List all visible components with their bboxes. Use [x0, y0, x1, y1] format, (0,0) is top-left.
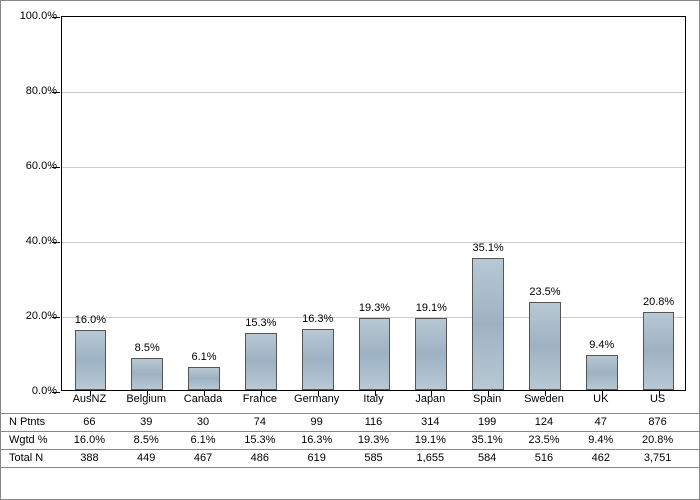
bar-value-label: 23.5%	[529, 286, 560, 298]
bars-group: 16.0% 8.5% 6.1% 15.3% 16.3% 19.3% 19.1% 35.1% 23…	[62, 17, 685, 390]
y-axis-label: 0.0%	[7, 385, 57, 397]
table-cell: 74	[254, 416, 266, 428]
table-row-header: N Ptnts	[9, 416, 45, 428]
y-axis-label: 40.0%	[7, 235, 57, 247]
table-cell: 486	[251, 452, 269, 464]
x-axis-label: Germany	[294, 393, 339, 405]
y-axis-label: 80.0%	[7, 85, 57, 97]
table-cell: 16.3%	[301, 434, 332, 446]
table-cell: 876	[648, 416, 666, 428]
x-axis-label: US	[650, 393, 665, 405]
bar-value-label: 16.0%	[75, 314, 106, 326]
bar-value-label: 9.4%	[589, 339, 614, 351]
table-cell: 15.3%	[244, 434, 275, 446]
table-cell: 6.1%	[190, 434, 215, 446]
table-cell: 619	[307, 452, 325, 464]
bar	[529, 302, 561, 390]
bar	[75, 330, 107, 390]
bar	[245, 333, 277, 390]
x-axis-label: France	[243, 393, 277, 405]
x-axis-label: Japan	[415, 393, 445, 405]
table-cell: 8.5%	[134, 434, 159, 446]
table-cell: 20.8%	[642, 434, 673, 446]
table-row-header: Total N	[9, 452, 43, 464]
y-axis-label: 60.0%	[7, 160, 57, 172]
table-cell: 124	[535, 416, 553, 428]
y-axis-label: 20.0%	[7, 310, 57, 322]
table-cell: 19.3%	[358, 434, 389, 446]
bar-value-label: 6.1%	[191, 351, 216, 363]
y-axis-label: 100.0%	[7, 10, 57, 22]
table-cell: 388	[80, 452, 98, 464]
table-cell: 30	[197, 416, 209, 428]
table-cell: 66	[83, 416, 95, 428]
table-cell: 314	[421, 416, 439, 428]
bar-value-label: 35.1%	[473, 242, 504, 254]
table-cell: 199	[478, 416, 496, 428]
table-row: Total N 388 449 467 486 619 585 1,655 584 516 462 3…	[1, 449, 700, 467]
x-axis-labels: AusNZ Belgium Canada France Germany Italy Japa…	[61, 393, 686, 409]
table-cell: 99	[311, 416, 323, 428]
x-axis-label: Canada	[184, 393, 223, 405]
x-axis-label: Italy	[363, 393, 383, 405]
bar-value-label: 19.1%	[416, 302, 447, 314]
bar-value-label: 16.3%	[302, 313, 333, 325]
bar-value-label: 8.5%	[135, 342, 160, 354]
table-cell: 1,655	[417, 452, 445, 464]
table-cell: 516	[535, 452, 553, 464]
table-cell: 9.4%	[588, 434, 613, 446]
table-cell: 19.1%	[415, 434, 446, 446]
bar-value-label: 19.3%	[359, 302, 390, 314]
bar	[472, 258, 504, 390]
table-row: Wgtd % 16.0% 8.5% 6.1% 15.3% 16.3% 19.3% 19.1% 3…	[1, 431, 700, 449]
table-cell: 116	[365, 416, 383, 428]
table-bottom-border	[1, 467, 700, 468]
bar	[415, 318, 447, 390]
table-cell: 47	[595, 416, 607, 428]
table-cell: 23.5%	[528, 434, 559, 446]
x-axis-label: Sweden	[524, 393, 564, 405]
x-axis-label: UK	[593, 393, 608, 405]
table-cell: 462	[592, 452, 610, 464]
table-cell: 39	[140, 416, 152, 428]
bar	[302, 329, 334, 390]
table-cell: 3,751	[644, 452, 672, 464]
x-axis-label: AusNZ	[73, 393, 107, 405]
chart-container: 16.0% 8.5% 6.1% 15.3% 16.3% 19.3% 19.1% 35.1% 23…	[0, 0, 700, 500]
table-row-header: Wgtd %	[9, 434, 48, 446]
table-cell: 449	[137, 452, 155, 464]
bar	[188, 367, 220, 390]
bar	[131, 358, 163, 390]
bar	[643, 312, 675, 390]
bar-value-label: 15.3%	[245, 317, 276, 329]
x-axis-label: Belgium	[126, 393, 166, 405]
table-cell: 585	[364, 452, 382, 464]
table-row: N Ptnts 66 39 30 74 99 116 314 199 124 47 876	[1, 413, 700, 431]
x-axis-label: Spain	[473, 393, 501, 405]
bar	[359, 318, 391, 390]
plot-area: 16.0% 8.5% 6.1% 15.3% 16.3% 19.3% 19.1% 35.1% 23…	[61, 16, 686, 391]
table-cell: 584	[478, 452, 496, 464]
table-cell: 16.0%	[74, 434, 105, 446]
bar-value-label: 20.8%	[643, 296, 674, 308]
table-cell: 35.1%	[472, 434, 503, 446]
table-cell: 467	[194, 452, 212, 464]
bar	[586, 355, 618, 390]
